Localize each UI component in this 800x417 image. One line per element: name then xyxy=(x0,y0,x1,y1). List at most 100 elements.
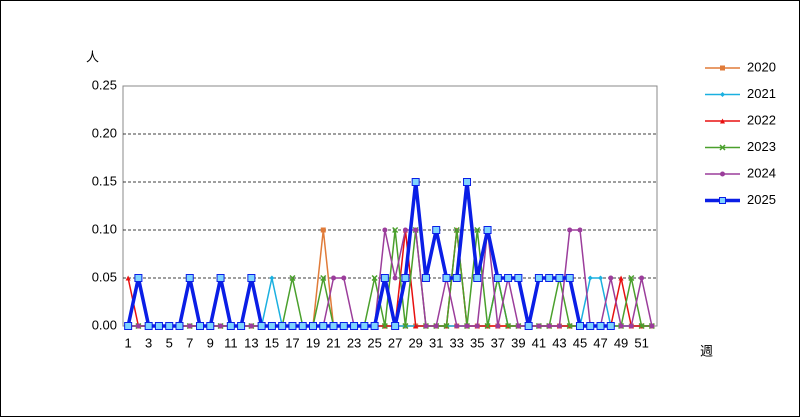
marker xyxy=(371,274,378,282)
marker xyxy=(555,274,564,282)
marker xyxy=(504,274,513,282)
marker xyxy=(125,275,131,281)
marker xyxy=(392,226,399,234)
marker xyxy=(329,322,338,330)
marker xyxy=(134,274,143,282)
legend-label: 2024 xyxy=(747,165,776,180)
x-tick-label: 39 xyxy=(511,335,525,350)
marker xyxy=(218,323,224,329)
marker xyxy=(391,322,400,330)
marker xyxy=(495,323,501,329)
marker xyxy=(382,227,388,233)
marker xyxy=(308,322,317,330)
marker xyxy=(289,274,296,282)
x-tick-label: 9 xyxy=(207,335,214,350)
marker xyxy=(124,322,133,330)
marker xyxy=(505,322,512,330)
marker xyxy=(226,322,235,330)
x-tick-label: 15 xyxy=(265,335,279,350)
x-tick-label: 37 xyxy=(491,335,505,350)
legend-label: 2020 xyxy=(747,59,776,74)
marker xyxy=(474,323,480,329)
y-tick-label: 0.05 xyxy=(92,269,117,284)
marker xyxy=(187,323,193,329)
marker xyxy=(566,322,573,330)
marker xyxy=(442,274,451,282)
marker xyxy=(606,322,615,330)
marker xyxy=(411,178,420,186)
marker xyxy=(628,323,634,329)
marker xyxy=(474,226,481,234)
marker xyxy=(135,323,141,329)
x-tick-label: 1 xyxy=(125,335,132,350)
marker xyxy=(473,274,482,282)
marker xyxy=(575,322,584,330)
x-tick-label: 51 xyxy=(634,335,648,350)
marker xyxy=(639,275,645,281)
marker xyxy=(565,274,574,282)
marker xyxy=(454,323,460,329)
marker xyxy=(618,323,624,329)
y-tick-label: 0.00 xyxy=(92,317,117,332)
marker xyxy=(175,322,184,330)
marker xyxy=(720,65,725,71)
marker xyxy=(483,226,492,234)
marker xyxy=(421,274,430,282)
x-tick-label: 29 xyxy=(408,335,422,350)
x-tick-label: 31 xyxy=(429,335,443,350)
marker xyxy=(288,322,297,330)
marker xyxy=(534,274,543,282)
marker xyxy=(463,178,472,186)
marker xyxy=(608,275,614,281)
marker xyxy=(598,275,604,281)
marker xyxy=(443,322,450,330)
x-tick-label: 5 xyxy=(166,335,173,350)
marker xyxy=(413,323,419,329)
marker xyxy=(514,274,523,282)
x-tick-label: 19 xyxy=(306,335,320,350)
marker xyxy=(432,226,441,234)
marker xyxy=(247,274,256,282)
marker xyxy=(556,323,562,329)
marker xyxy=(545,274,554,282)
y-tick-label: 0.10 xyxy=(92,221,117,236)
x-tick-label: 35 xyxy=(470,335,484,350)
marker xyxy=(401,274,410,282)
marker xyxy=(618,275,624,281)
marker xyxy=(596,322,605,330)
marker xyxy=(546,323,552,329)
x-tick-label: 49 xyxy=(614,335,628,350)
marker xyxy=(720,171,725,177)
x-tick-label: 11 xyxy=(224,335,238,350)
x-tick-label: 7 xyxy=(186,335,193,350)
y-tick-label: 0.20 xyxy=(92,125,117,140)
marker xyxy=(484,322,491,330)
marker xyxy=(493,274,502,282)
marker xyxy=(628,274,635,282)
marker xyxy=(719,144,726,151)
legend-label: 2023 xyxy=(747,139,776,154)
x-tick-label: 27 xyxy=(388,335,402,350)
marker xyxy=(154,322,163,330)
x-tick-label: 17 xyxy=(285,335,299,350)
marker xyxy=(320,227,326,233)
marker xyxy=(269,275,275,281)
x-axis-label: 週 xyxy=(700,343,713,358)
marker xyxy=(719,197,726,204)
x-tick-label: 13 xyxy=(244,335,258,350)
marker xyxy=(567,227,573,233)
marker xyxy=(144,322,153,330)
marker xyxy=(638,322,645,330)
marker xyxy=(433,323,439,329)
legend-label: 2025 xyxy=(747,192,776,207)
marker xyxy=(402,227,408,233)
marker xyxy=(331,275,337,281)
x-tick-label: 23 xyxy=(347,335,361,350)
marker xyxy=(577,227,583,233)
marker xyxy=(237,322,246,330)
x-tick-label: 21 xyxy=(326,335,340,350)
marker xyxy=(423,323,429,329)
marker xyxy=(392,275,398,281)
marker xyxy=(515,323,521,329)
